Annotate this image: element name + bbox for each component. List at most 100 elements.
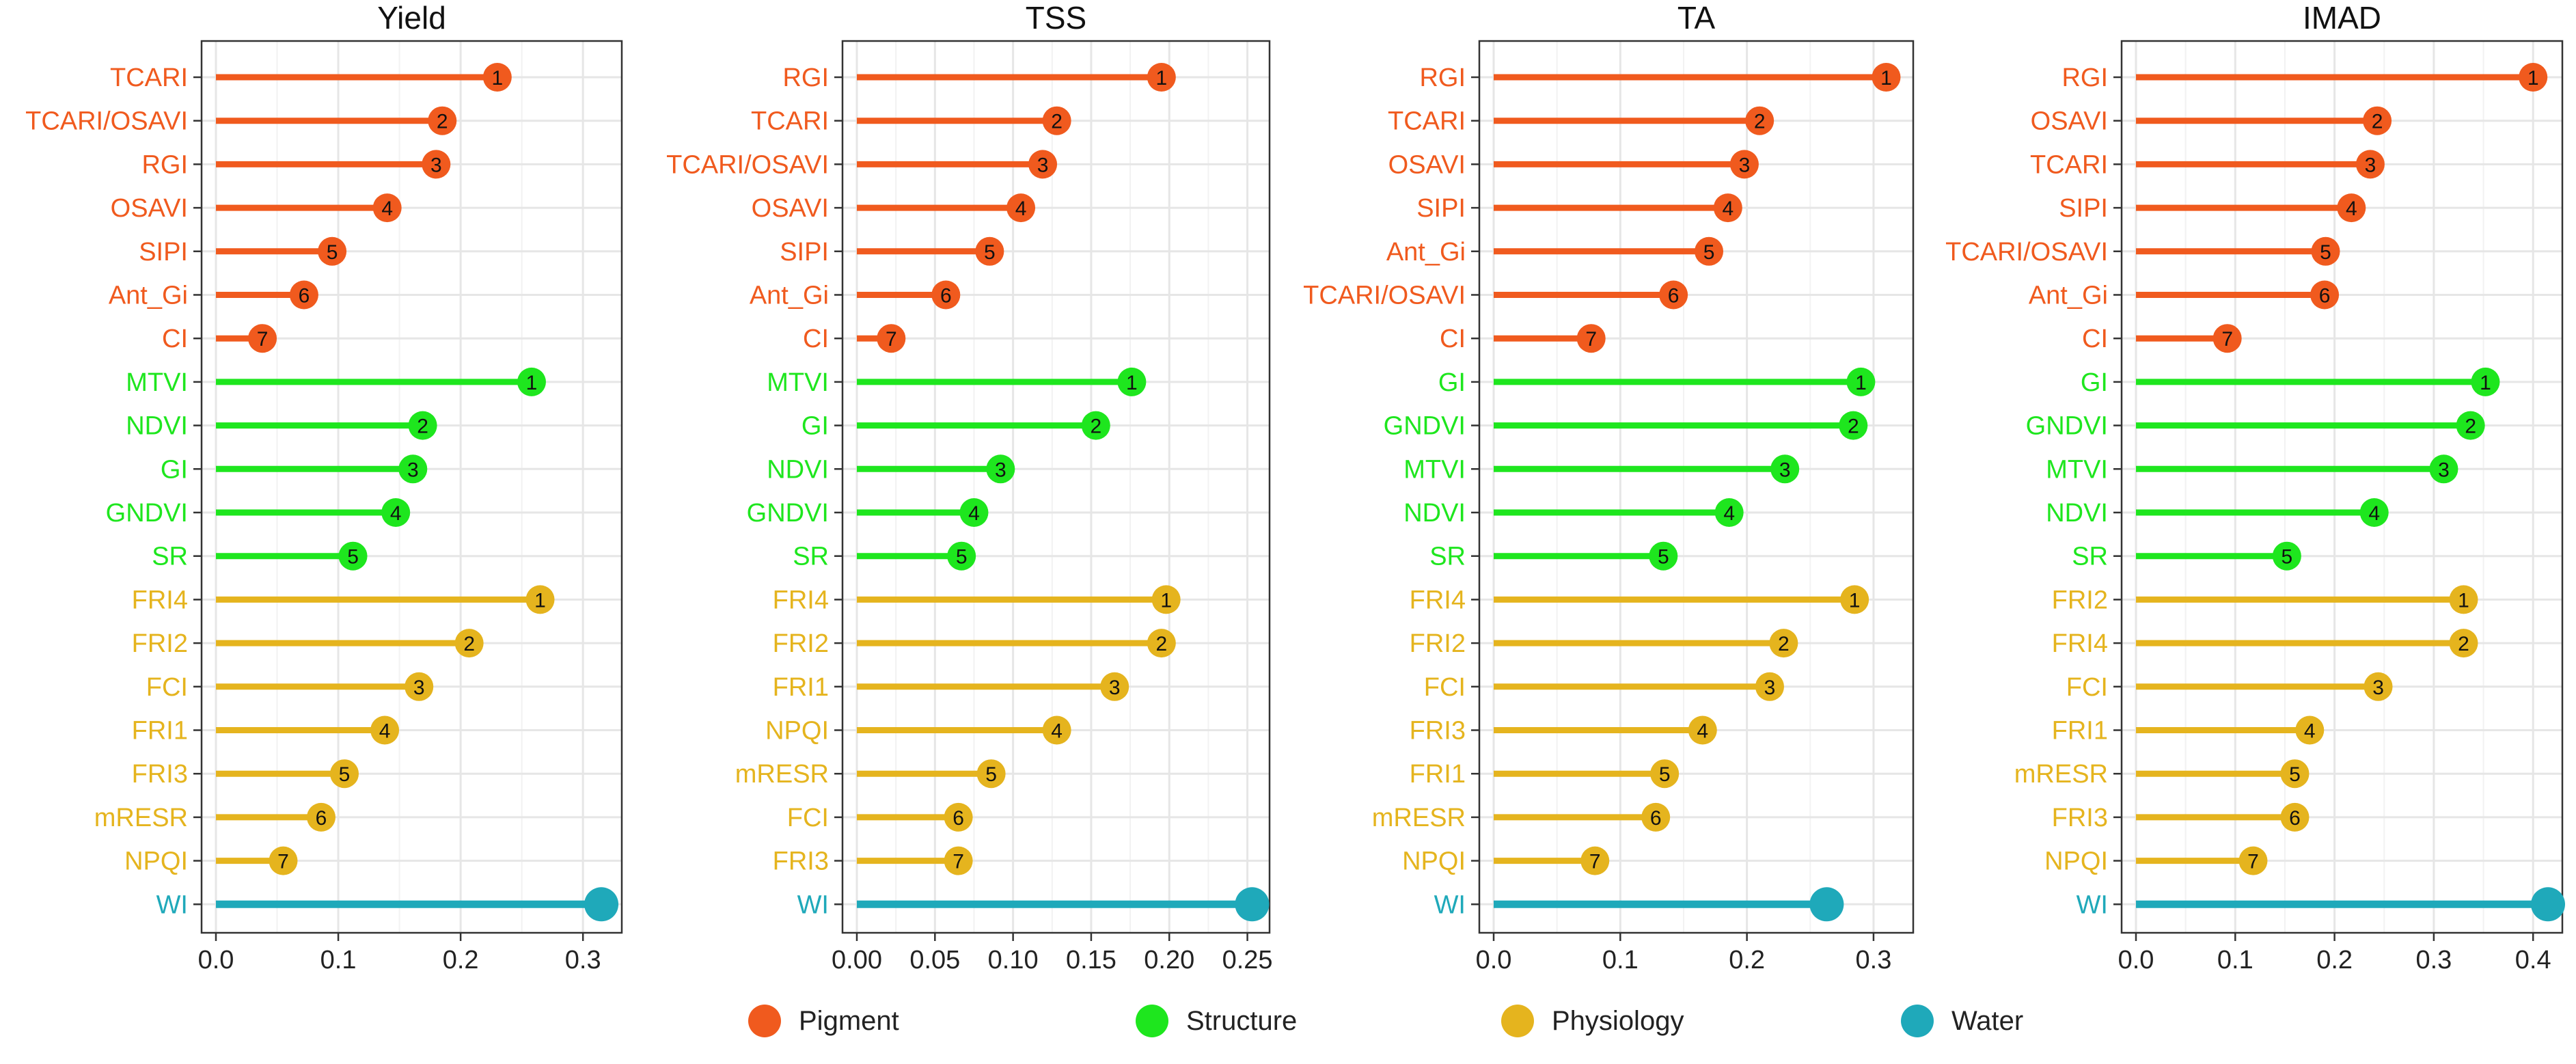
panel-tss-rank-label-mtvi: 1 xyxy=(1126,372,1138,394)
panel-ta-rank-label-gi: 1 xyxy=(1855,372,1867,394)
legend-label-structure: Structure xyxy=(1186,1005,1298,1036)
panel-tss-y-label-fri2: FRI2 xyxy=(773,629,829,658)
panel-yield-rank-label-ci: 7 xyxy=(257,328,269,351)
panel-imad-point-ant-gi xyxy=(2310,280,2340,310)
panel-ta-rank-label-npqi: 7 xyxy=(1589,851,1601,873)
panel-imad-point-sipi xyxy=(2337,193,2366,223)
panel-tss-rank-label-fri2: 2 xyxy=(1155,633,1167,655)
panel-yield-x-tick-label: 0.2 xyxy=(443,946,479,974)
panel-imad-y-label-ant-gi: Ant_Gi xyxy=(2029,282,2108,310)
panel-imad-x-tick-label: 0.0 xyxy=(2118,946,2154,974)
panel-yield-point-npqi xyxy=(269,846,298,875)
panel-ta-y-label-mresr: mRESR xyxy=(1372,804,1466,832)
panel-tss-point-fri3 xyxy=(944,846,973,875)
panel-tss-rank-label-ndvi: 3 xyxy=(995,459,1006,481)
legend-swatch-physiology xyxy=(1501,1005,1534,1037)
panel-imad-rank-label-fci: 3 xyxy=(2372,677,2384,699)
panel-imad-y-label-rgi: RGI xyxy=(2061,64,2108,92)
panel-tss-point-fri1 xyxy=(1100,672,1129,701)
panel-ta-point-wi xyxy=(1809,887,1844,922)
panel-tss-x-tick-label: 0.00 xyxy=(832,946,882,974)
panel-tss-x-tick-label: 0.05 xyxy=(909,946,960,974)
panel-ta-point-ndvi xyxy=(1714,498,1744,527)
panel-yield-y-label-fri4: FRI4 xyxy=(132,586,188,614)
panel-imad-frame xyxy=(2120,40,2564,934)
panel-imad-point-fci xyxy=(2363,672,2393,701)
panel-imad-y-label-fri4: FRI4 xyxy=(2052,629,2108,658)
panel-tss-rank-label-mresr: 5 xyxy=(985,763,997,786)
panel-yield-point-sipi xyxy=(318,236,347,266)
panel-yield-y-label-mresr: mRESR xyxy=(94,804,188,832)
panel-ta-rank-label-mtvi: 3 xyxy=(1779,459,1791,481)
panel-yield-point-fri1 xyxy=(370,715,400,745)
panel-tss-point-mresr xyxy=(976,759,1006,789)
panel-ta-point-mresr xyxy=(1641,802,1671,832)
panel-ta-y-label-tcari: TCARI xyxy=(1388,107,1466,136)
panel-imad-y-label-wi: WI xyxy=(2077,890,2108,919)
panel-tss-title: TSS xyxy=(1026,0,1086,36)
panel-imad-y-label-fri3: FRI3 xyxy=(2052,804,2108,832)
panel-yield-point-sr xyxy=(338,541,368,571)
panel-tss-plot-area xyxy=(842,41,1270,933)
panel-yield-y-label-fri3: FRI3 xyxy=(132,760,188,789)
panel-ta-rank-label-ci: 7 xyxy=(1585,328,1597,351)
panel-tss-y-label-rgi: RGI xyxy=(782,64,829,92)
panel-imad-rank-label-npqi: 7 xyxy=(2247,851,2259,873)
panel-yield-point-fri4 xyxy=(525,585,555,614)
panel-yield-point-ci xyxy=(248,324,277,353)
panel-tss-y-label-tcari: TCARI xyxy=(751,107,829,136)
panel-ta-rank-label-osavi: 3 xyxy=(1739,154,1751,176)
panel-ta-title: TA xyxy=(1677,0,1716,36)
panel-tss-rank-label-npqi: 4 xyxy=(1051,720,1063,743)
panel-ta-y-label-gi: GI xyxy=(1438,368,1466,397)
panel-yield-plot-area xyxy=(202,41,622,933)
panel-imad-rank-label-sipi: 4 xyxy=(2346,197,2357,220)
panel-imad-rank-label-rgi: 1 xyxy=(2527,67,2539,90)
panel-imad-y-label-fri1: FRI1 xyxy=(2052,717,2108,746)
panel-yield-rank-label-fri4: 1 xyxy=(534,589,546,612)
legend-label-pigment: Pigment xyxy=(799,1005,899,1036)
panel-yield-y-label-gndvi: GNDVI xyxy=(106,499,188,528)
panel-ta-point-gndvi xyxy=(1839,411,1868,440)
panel-yield-x-tick-label: 0.0 xyxy=(198,946,234,974)
panel-imad-y-label-sr: SR xyxy=(2072,543,2108,571)
panel-imad-y-label-npqi: NPQI xyxy=(2044,847,2108,876)
panel-yield-y-label-tcari-osavi: TCARI/OSAVI xyxy=(25,107,188,136)
panel-yield-y-label-ant-gi: Ant_Gi xyxy=(109,282,188,310)
panel-yield-rank-label-ndvi: 2 xyxy=(417,415,428,438)
panel-yield-point-fri2 xyxy=(454,629,484,658)
panel-yield-point-mresr xyxy=(306,802,335,832)
panel-yield-point-ant-gi xyxy=(289,280,318,310)
panel-ta-rank-label-gndvi: 2 xyxy=(1848,415,1859,438)
panel-ta-point-tcari xyxy=(1745,106,1775,135)
panel-ta-plot-area xyxy=(1479,41,1913,933)
panel-imad-y-label-sipi: SIPI xyxy=(2059,194,2108,223)
panel-yield-point-fci xyxy=(405,672,434,701)
panel-tss-point-ci xyxy=(877,324,906,353)
panel-tss-point-fri2 xyxy=(1147,629,1176,658)
panel-tss-x-tick-label: 0.15 xyxy=(1066,946,1116,974)
panel-ta-x-tick-label: 0.3 xyxy=(1856,946,1892,974)
panel-imad-point-tcari-osavi xyxy=(2311,236,2340,266)
panel-tss-y-label-ci: CI xyxy=(803,325,829,353)
panel-yield-rank-label-osavi: 4 xyxy=(381,197,393,220)
panel-imad-y-label-osavi: OSAVI xyxy=(2031,107,2108,136)
panel-tss-rank-label-tcari: 2 xyxy=(1051,111,1063,133)
panel-ta-x-tick-label: 0.1 xyxy=(1602,946,1639,974)
panel-ta-point-ant-gi xyxy=(1695,236,1724,266)
panel-imad-rank-label-tcari: 3 xyxy=(2365,154,2376,176)
panel-imad-plot-area xyxy=(2122,41,2562,933)
panel-tss-point-wi xyxy=(1235,887,1270,922)
panel-ta-point-gi xyxy=(1846,367,1876,396)
panel-yield-point-gndvi xyxy=(381,498,411,527)
panel-imad-y-label-fci: FCI xyxy=(2066,673,2108,702)
panel-tss-y-label-fci: FCI xyxy=(787,804,829,832)
panel-yield-point-wi xyxy=(584,887,619,922)
panel-tss-rank-label-gndvi: 4 xyxy=(968,502,980,525)
panel-tss-point-sr xyxy=(947,541,976,571)
panel-imad-rank-label-ci: 7 xyxy=(2221,328,2233,351)
panel-tss-y-label-gndvi: GNDVI xyxy=(747,499,829,528)
panel-yield-rank-label-sipi: 5 xyxy=(327,241,338,264)
panel-imad-point-ci xyxy=(2212,324,2242,353)
panel-tss-rank-label-fri4: 1 xyxy=(1160,589,1172,612)
